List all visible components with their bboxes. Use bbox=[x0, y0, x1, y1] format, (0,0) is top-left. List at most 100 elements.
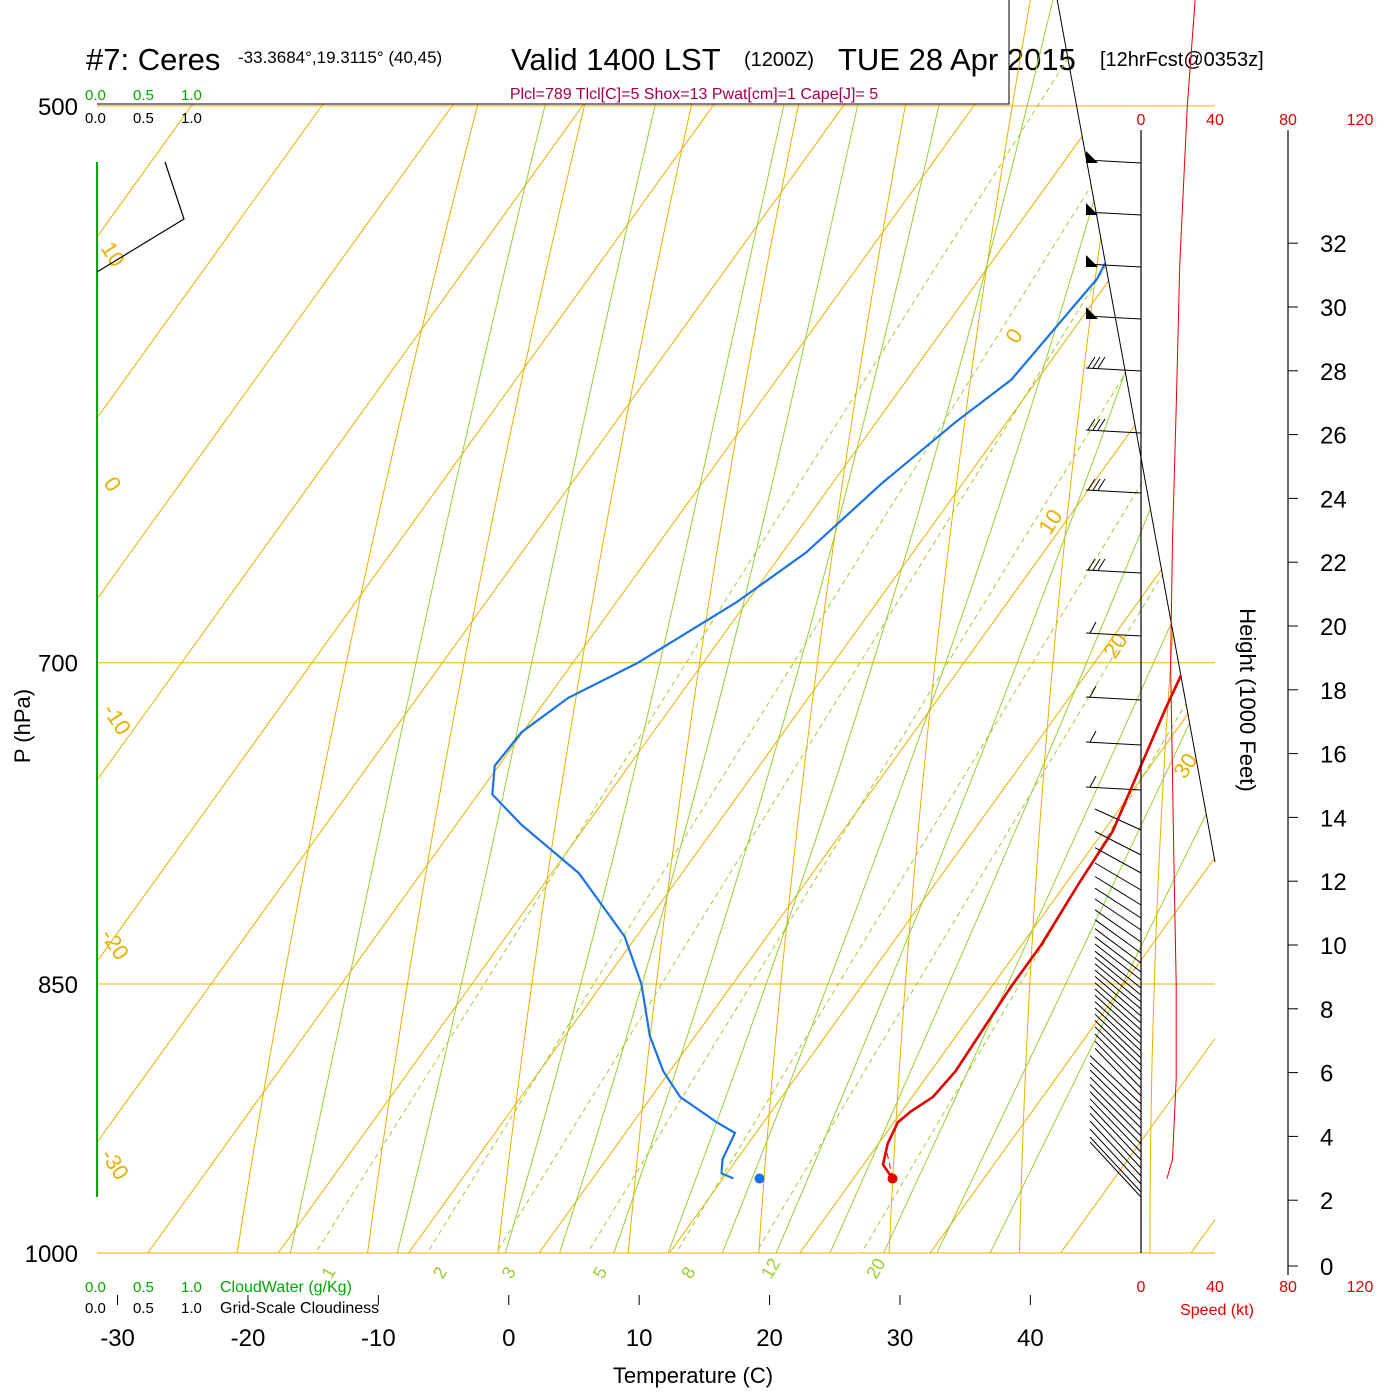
wind-barb bbox=[1085, 418, 1142, 434]
wind-barb bbox=[1089, 1062, 1142, 1113]
isotherm-line bbox=[97, 103, 454, 1254]
wind-barb bbox=[1094, 950, 1142, 989]
mixing-ratio-label: 3 bbox=[498, 1263, 520, 1282]
wind-barb bbox=[1089, 1120, 1142, 1177]
isotherm-line bbox=[1060, 103, 1215, 1254]
wind-barb bbox=[1085, 151, 1142, 164]
moist-adiabat-line bbox=[949, 0, 1215, 1254]
isotherm-line bbox=[277, 103, 1106, 1254]
cloudwater-label: CloudWater (g/Kg) bbox=[220, 1279, 352, 1296]
station-coords: -33.3684°,19.3115° (40,45) bbox=[238, 48, 442, 67]
surface-dewpoint-marker bbox=[754, 1173, 765, 1184]
x-tick-label: -20 bbox=[231, 1325, 266, 1352]
pressure-axis: 2503004005007008501000 bbox=[25, 94, 78, 1268]
wind-barb bbox=[1094, 943, 1142, 981]
mixing-ratio-line bbox=[707, 0, 1215, 1254]
cloudwater-tick-top: 0.5 bbox=[133, 87, 154, 104]
wind-barb bbox=[1094, 994, 1142, 1038]
wind-barb bbox=[1089, 1136, 1142, 1193]
cloudwater-tick-bottom: 0.0 bbox=[85, 1279, 106, 1296]
wind-barb bbox=[1085, 356, 1142, 372]
mixing-ratio-line bbox=[627, 0, 1215, 1254]
dry-adiabat-line bbox=[1278, 0, 1400, 1334]
speed-tick-top: 40 bbox=[1206, 112, 1224, 129]
dry-adiabat-line bbox=[620, 0, 1107, 1254]
x-tick-label: 20 bbox=[756, 1325, 783, 1352]
dewpoint-line bbox=[491, 0, 1215, 1180]
y-axis-label: P (hPa) bbox=[10, 689, 35, 763]
height-tick-label: 18 bbox=[1320, 678, 1347, 705]
height-tick-label: 32 bbox=[1320, 231, 1347, 258]
wind-barb bbox=[1094, 936, 1142, 973]
x-tick-label: 30 bbox=[887, 1325, 914, 1352]
wind-barb bbox=[1089, 1098, 1142, 1153]
moist-adiabat-line bbox=[584, 0, 1215, 1254]
wind-barb bbox=[1089, 1084, 1142, 1137]
temperature-axis: -30 -20 -10 0 10 20 30 40 bbox=[100, 1295, 1044, 1352]
speed-axis-label: Speed (kt) bbox=[1180, 1302, 1254, 1319]
height-tick-label: 24 bbox=[1320, 486, 1347, 513]
x-tick-label: 40 bbox=[1017, 1325, 1044, 1352]
wind-barb bbox=[1085, 685, 1142, 701]
x-tick-label: -30 bbox=[100, 1325, 135, 1352]
pressure-tick-label: 850 bbox=[38, 972, 78, 999]
cloudiness-tick-bottom: 1.0 bbox=[181, 1300, 202, 1317]
wind-barb bbox=[1089, 1128, 1142, 1185]
wind-barb bbox=[1094, 919, 1142, 954]
wind-barb bbox=[1094, 1048, 1142, 1097]
speed-tick-top: 80 bbox=[1279, 112, 1297, 129]
pressure-tick-label: 1000 bbox=[25, 1241, 78, 1268]
wind-barb bbox=[1089, 1141, 1142, 1198]
height-tick-label: 20 bbox=[1320, 614, 1347, 641]
isotherm-line bbox=[147, 103, 976, 1254]
isotherm-line bbox=[0, 104, 62, 1253]
wind-barb bbox=[1094, 898, 1142, 931]
cloudwater-tick-bottom: 1.0 bbox=[181, 1279, 202, 1296]
wind-barb bbox=[1094, 982, 1142, 1024]
moist-adiabat-line bbox=[689, 0, 1215, 1254]
height-tick-label: 28 bbox=[1320, 359, 1347, 386]
isotherm-line bbox=[97, 103, 715, 1254]
x-axis-label: Temperature (C) bbox=[613, 1363, 773, 1388]
height-tick-label: 2 bbox=[1320, 1188, 1333, 1215]
wind-barb bbox=[1094, 1013, 1142, 1059]
temperature-line bbox=[881, 0, 1215, 1180]
wind-barb bbox=[1085, 255, 1142, 268]
mixing-ratio-label: 5 bbox=[589, 1263, 611, 1282]
isotherm-line bbox=[97, 103, 846, 1254]
wind-barb bbox=[1085, 730, 1142, 746]
pressure-tick-label: 500 bbox=[38, 94, 78, 121]
mixing-ratio-label: 8 bbox=[677, 1263, 699, 1282]
isotherm-label: 10 bbox=[96, 237, 130, 271]
height-tick-label: 16 bbox=[1320, 742, 1347, 769]
sounding-indices: Plcl=789 Tlcl[C]=5 Shox=13 Pwat[cm]=1 Ca… bbox=[510, 86, 878, 103]
isotherm-line bbox=[668, 103, 1215, 1254]
isotherm-line bbox=[538, 103, 1215, 1254]
wind-barb bbox=[1094, 1033, 1142, 1081]
wind-barb bbox=[1094, 976, 1142, 1017]
isotherm-label: 0 bbox=[99, 472, 127, 496]
height-tick-label: 6 bbox=[1320, 1061, 1333, 1088]
height-tick-label: 0 bbox=[1320, 1254, 1333, 1281]
isobar-lines bbox=[97, 105, 1215, 1254]
mixing-ratio-line bbox=[376, 0, 1215, 1254]
wind-barb bbox=[1094, 969, 1142, 1010]
isotherm-line bbox=[929, 103, 1215, 1254]
wind-barb bbox=[1094, 1040, 1142, 1089]
speed-tick-bottom: 0 bbox=[1137, 1279, 1146, 1296]
height-tick-label: 30 bbox=[1320, 295, 1347, 322]
height-tick-label: 26 bbox=[1320, 423, 1347, 450]
dry-adiabat-line bbox=[1149, 0, 1215, 1254]
mixing-ratio-labels: 1 2 3 5 8 12 20 bbox=[317, 1255, 889, 1282]
cloudiness-tick-bottom: 0.0 bbox=[85, 1300, 106, 1317]
cloud-column: 0.0 0.5 1.0 0.0 0.5 1.0 0.0 0.5 1.0 Clou… bbox=[85, 87, 379, 1317]
pressure-tick-label: 700 bbox=[38, 651, 78, 678]
wind-barb bbox=[1094, 909, 1142, 943]
mixing-ratio-line bbox=[538, 0, 1215, 1254]
height-tick-label: 12 bbox=[1320, 869, 1347, 896]
height-tick-label: 14 bbox=[1320, 805, 1347, 832]
isotherm-label: 10 bbox=[1033, 505, 1067, 539]
zulu-time: (1200Z) bbox=[744, 49, 814, 71]
